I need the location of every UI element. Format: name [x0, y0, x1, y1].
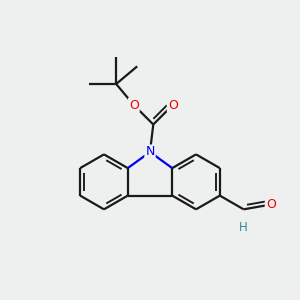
Text: O: O	[168, 98, 178, 112]
Text: N: N	[145, 146, 155, 158]
Text: O: O	[266, 198, 276, 211]
Text: O: O	[129, 98, 139, 112]
Text: H: H	[239, 221, 248, 234]
